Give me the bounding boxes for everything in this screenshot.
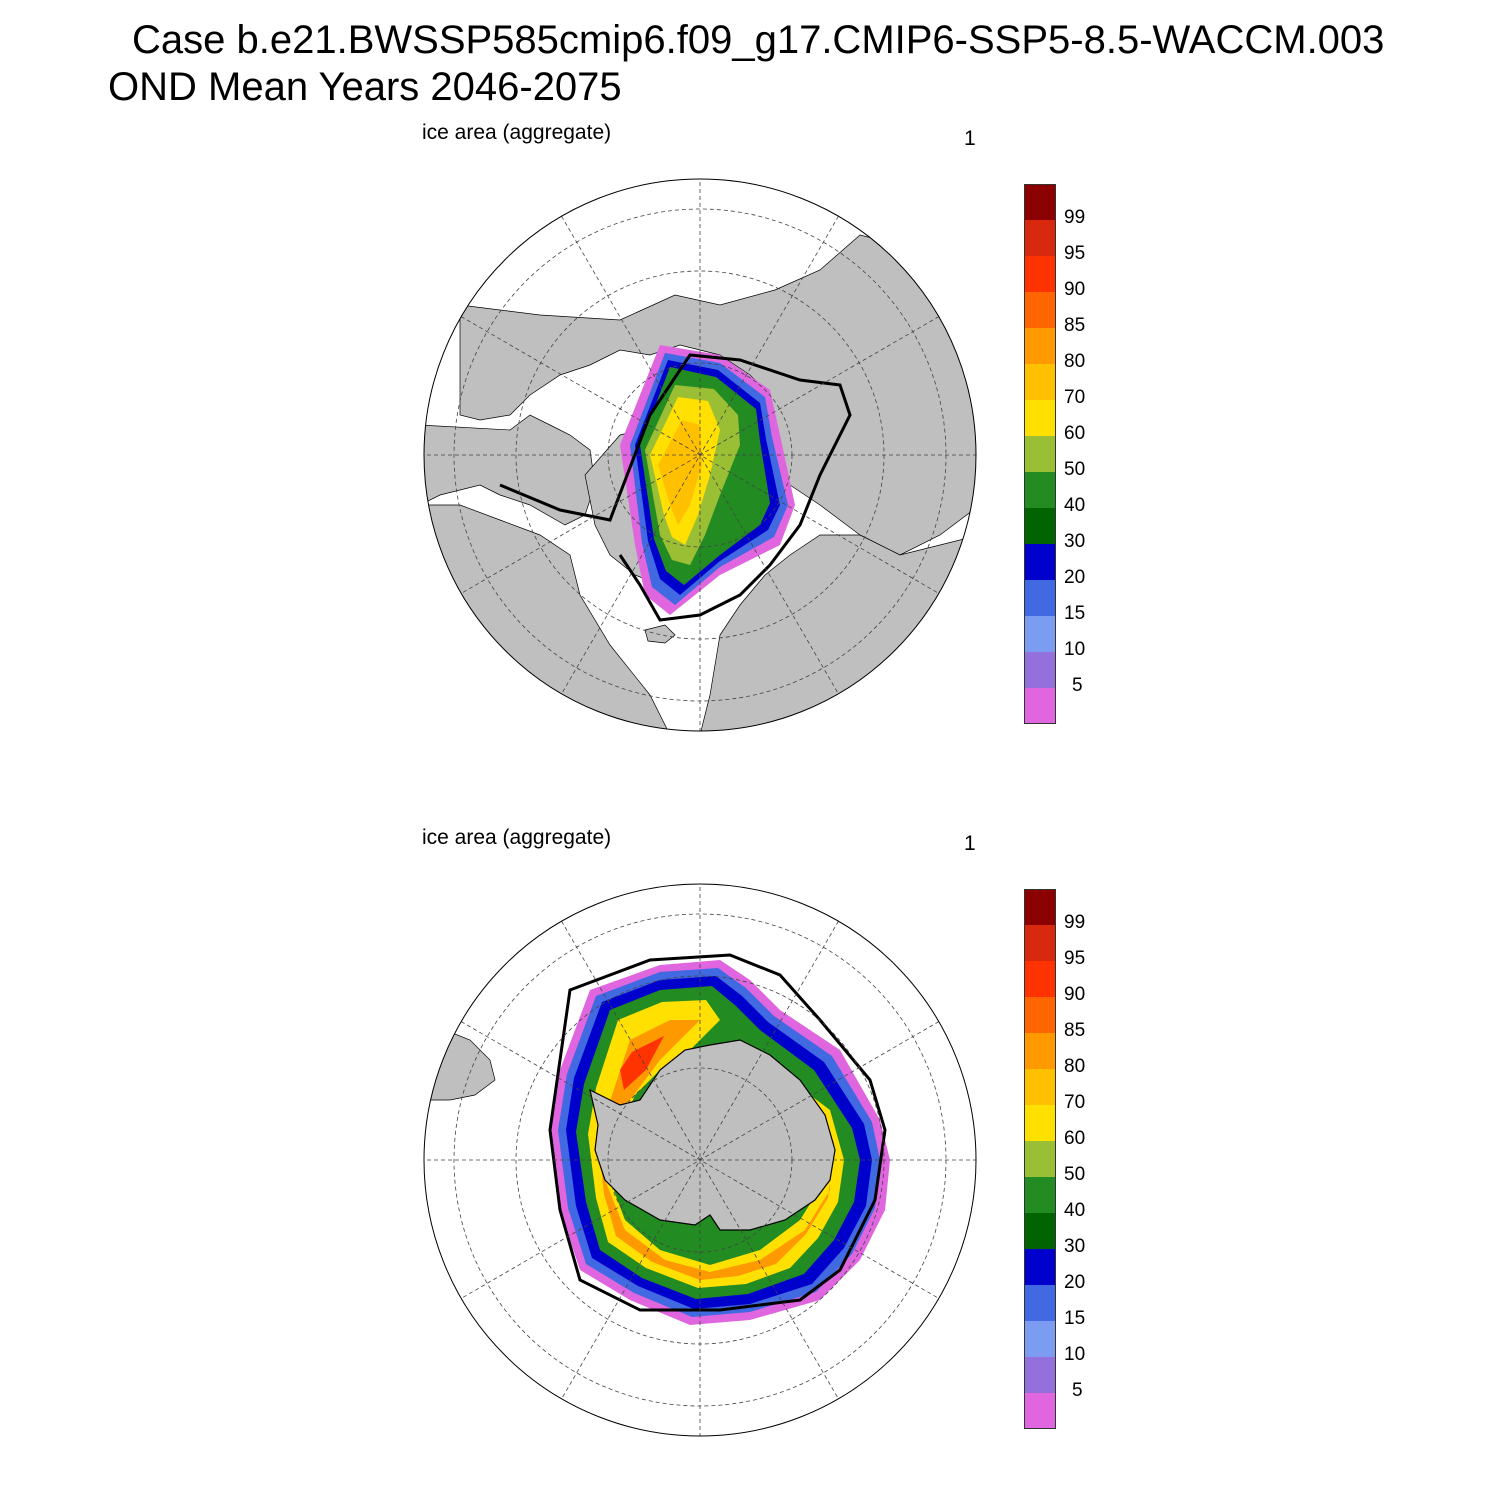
colorbar-label: 99: [1064, 207, 1086, 228]
colorbar-label: 15: [1064, 603, 1086, 624]
colorbar-label: 10: [1064, 639, 1086, 660]
ice-band-70: [658, 420, 702, 525]
land-iceland: [644, 624, 676, 644]
colorbar-label: 95: [1064, 243, 1086, 264]
colorbar-swatch: [1024, 1285, 1056, 1321]
colorbar-swatch: [1024, 436, 1056, 472]
colorbar-swatch: [1024, 616, 1056, 652]
colorbar-label: 30: [1064, 1236, 1086, 1257]
colorbar-swatch: [1024, 1069, 1056, 1105]
colorbar-label: 70: [1064, 387, 1086, 408]
colorbar-label: 50: [1064, 459, 1086, 480]
colorbar-label: 20: [1064, 1272, 1086, 1293]
colorbar-swatch: [1024, 1141, 1056, 1177]
colorbar-swatch: [1024, 1393, 1056, 1429]
colorbar-swatch: [1024, 1033, 1056, 1069]
colorbar-north: 99 95 90 85 80 70 60 50 40 30 20 15 10 5: [1020, 180, 1110, 725]
colorbar-label: 30: [1064, 531, 1086, 552]
colorbar-label: 60: [1064, 1128, 1086, 1149]
figure-title: Case b.e21.BWSSP585cmip6.f09_g17.CMIP6-S…: [0, 0, 1500, 110]
colorbar-swatch: [1024, 997, 1056, 1033]
colorbar-label: 85: [1064, 1020, 1086, 1041]
colorbar-swatch: [1024, 925, 1056, 961]
colorbar-label: 60: [1064, 423, 1086, 444]
colorbar-label: 95: [1064, 948, 1086, 969]
case-title: Case b.e21.BWSSP585cmip6.f09_g17.CMIP6-S…: [132, 18, 1385, 62]
ice-band-60: [588, 1000, 844, 1288]
colorbar-swatch: [1024, 364, 1056, 400]
colorbar-swatch: [1024, 1177, 1056, 1213]
colorbar-label: 90: [1064, 279, 1086, 300]
colorbar-swatch: [1024, 256, 1056, 292]
colorbar-label: 50: [1064, 1164, 1086, 1185]
panel-north-label: ice area (aggregate): [422, 121, 612, 144]
colorbar-label: 40: [1064, 495, 1086, 516]
colorbar-swatch: [1024, 472, 1056, 508]
colorbar-swatch: [1024, 508, 1056, 544]
colorbar-swatch: [1024, 1105, 1056, 1141]
antarctic-map: [423, 883, 977, 1437]
land-antarctica: [589, 1039, 836, 1231]
colorbar-label: 5: [1072, 675, 1083, 696]
colorbar-swatch: [1024, 580, 1056, 616]
colorbar-swatch: [1024, 400, 1056, 436]
colorbar-label: 5: [1072, 1380, 1083, 1401]
colorbar-swatch: [1024, 184, 1056, 220]
colorbar-label: 80: [1064, 1056, 1086, 1077]
colorbar-swatch: [1024, 1249, 1056, 1285]
colorbar-label: 15: [1064, 1308, 1086, 1329]
colorbar-swatch: [1024, 961, 1056, 997]
colorbar-swatch: [1024, 1213, 1056, 1249]
panel-north-number: 1: [964, 127, 976, 150]
ice-edge-line: [499, 353, 852, 622]
colorbar-swatch: [1024, 1321, 1056, 1357]
colorbar-label: 85: [1064, 315, 1086, 336]
panel-south: ice area (aggregate) 1: [0, 820, 1500, 1460]
graticule: [424, 884, 976, 1436]
colorbar-label: 70: [1064, 1092, 1086, 1113]
colorbar-swatch: [1024, 688, 1056, 724]
colorbar-swatch: [1024, 328, 1056, 364]
colorbar-south: 99 95 90 85 80 70 60 50 40 30 20 15 10 5: [1020, 885, 1110, 1430]
colorbar-swatch: [1024, 292, 1056, 328]
colorbar-swatch: [1024, 652, 1056, 688]
colorbar-swatch: [1024, 1357, 1056, 1393]
panel-south-number: 1: [964, 832, 976, 855]
colorbar-swatch: [1024, 889, 1056, 925]
colorbar-swatch: [1024, 544, 1056, 580]
ice-band-90: [620, 1036, 664, 1090]
colorbar-label: 20: [1064, 567, 1086, 588]
colorbar-label: 90: [1064, 984, 1086, 1005]
graticule: [424, 179, 976, 731]
colorbar-swatch: [1024, 220, 1056, 256]
panel-south-label: ice area (aggregate): [422, 826, 612, 849]
colorbar-label: 10: [1064, 1344, 1086, 1365]
season-title: OND Mean Years 2046-2075: [108, 65, 622, 109]
panel-north: ice area (aggregate) 1: [0, 115, 1500, 755]
colorbar-label: 40: [1064, 1200, 1086, 1221]
ice-edge-line: [548, 953, 887, 1312]
colorbar-label: 99: [1064, 912, 1086, 933]
colorbar-label: 80: [1064, 351, 1086, 372]
arctic-map: [423, 178, 977, 732]
